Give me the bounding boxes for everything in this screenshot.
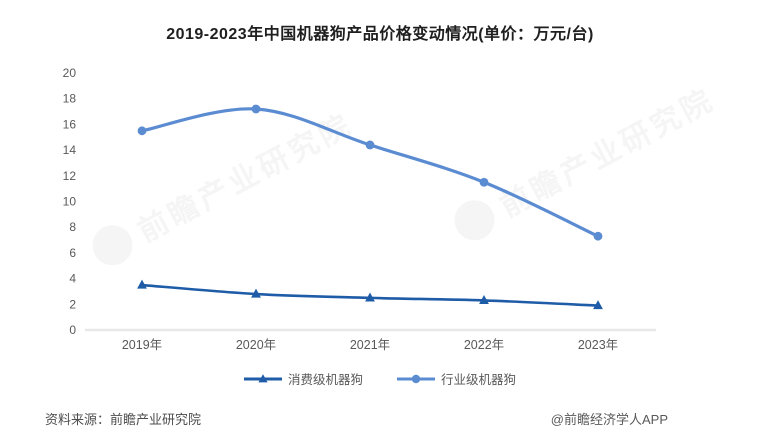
x-tick-label: 2023年 bbox=[578, 338, 618, 352]
data-point-marker bbox=[479, 177, 489, 187]
data-point-marker bbox=[365, 140, 375, 150]
legend-label: 消费级机器狗 bbox=[287, 373, 363, 387]
data-point-marker bbox=[593, 231, 603, 241]
data-point-marker bbox=[137, 126, 147, 136]
series-line-行业级机器狗 bbox=[140, 107, 600, 238]
y-tick-label: 14 bbox=[63, 143, 77, 157]
y-tick-label: 20 bbox=[63, 66, 77, 80]
x-tick-label: 2019年 bbox=[122, 338, 162, 352]
y-tick-label: 2 bbox=[69, 297, 76, 311]
source-text: 资料来源：前瞻产业研究院 bbox=[45, 411, 202, 427]
legend-triangle-marker-icon bbox=[243, 373, 282, 382]
legend-circle-marker-icon bbox=[397, 374, 435, 383]
y-tick-label: 8 bbox=[69, 220, 76, 234]
data-point-marker bbox=[137, 279, 147, 289]
data-point-marker bbox=[593, 300, 603, 310]
legend-item-行业级机器狗: 行业级机器狗 bbox=[397, 369, 516, 388]
x-tick-label: 2022年 bbox=[464, 338, 504, 352]
data-point-marker bbox=[365, 292, 375, 302]
data-point-marker bbox=[479, 295, 489, 305]
y-tick-label: 16 bbox=[63, 117, 77, 131]
legend-item-消费级机器狗: 消费级机器狗 bbox=[243, 369, 363, 388]
y-tick-label: 6 bbox=[69, 246, 76, 260]
data-point-marker bbox=[251, 104, 261, 114]
chart-legend: 消费级机器狗 行业级机器狗 bbox=[0, 369, 760, 388]
chart-title: 2019-2023年中国机器狗产品价格变动情况(单价：万元/台) bbox=[166, 26, 594, 43]
credit-text: @前瞻经济学人APP bbox=[550, 411, 668, 427]
y-tick-label: 18 bbox=[63, 92, 77, 106]
data-point-marker bbox=[251, 288, 261, 298]
x-tick-label: 2021年 bbox=[350, 338, 390, 352]
legend-label: 行业级机器狗 bbox=[441, 373, 517, 387]
y-tick-label: 10 bbox=[63, 195, 77, 209]
y-tick-label: 4 bbox=[69, 272, 76, 286]
x-tick-label: 2020年 bbox=[236, 338, 276, 352]
y-tick-label: 0 bbox=[69, 323, 76, 337]
chart-footer: 资料来源：前瞻产业研究院 @前瞻经济学人APP bbox=[0, 403, 760, 433]
y-tick-label: 12 bbox=[63, 169, 77, 183]
